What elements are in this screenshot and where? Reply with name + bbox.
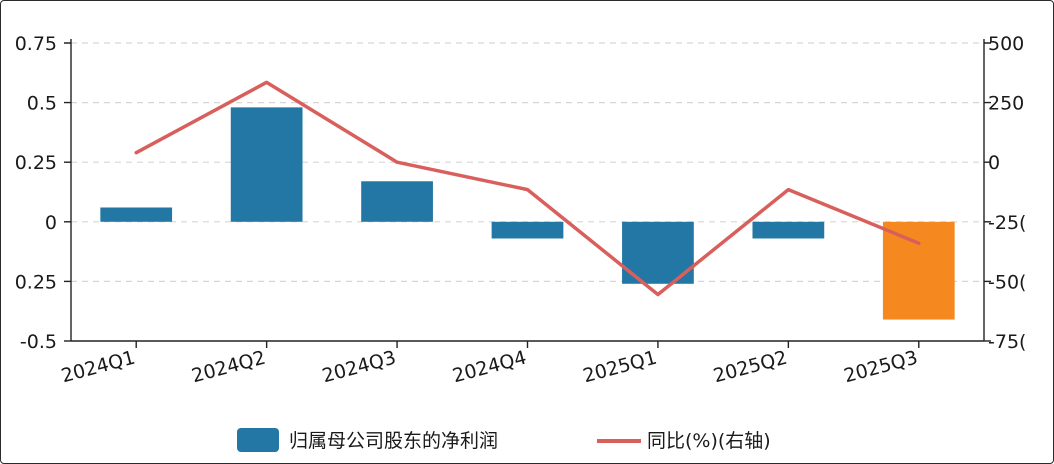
line-series [134,80,921,297]
legend-label-line: 同比(%)(右轴) [647,430,771,452]
right-tick-label: 500 [988,33,1024,55]
line-point [134,151,138,155]
left-tick-label: 0.25 [15,271,57,293]
left-tick-label: 0.75 [15,33,57,55]
left-tick-label: 0 [45,212,57,234]
x-tick-label: 2024Q1 [59,347,138,388]
line-point [265,80,269,84]
x-tick-label: 2024Q2 [189,347,268,388]
legend: 归属母公司股东的净利润 同比(%)(右轴) [237,428,771,452]
left-tick-label: 0.25 [15,152,57,174]
bar [882,221,955,320]
axes [64,39,991,348]
line-point [786,188,790,192]
x-tick-label: 2025Q1 [581,347,660,388]
x-tick-label: 2025Q2 [711,347,790,388]
legend-label-bar: 归属母公司股东的净利润 [289,430,498,452]
x-tick-label: 2025Q3 [842,347,921,388]
bar [230,107,303,222]
left-tick-label: -0.5 [20,331,57,353]
right-tick-label: 250 [988,93,1024,115]
left-tick-label: 0.5 [27,93,57,115]
bar [752,221,825,239]
gridlines [71,42,984,282]
line-point [395,160,399,164]
right-tick-label: -75( [988,331,1026,353]
line-point [526,188,529,192]
bar [100,207,173,222]
x-tick-label: 2024Q3 [320,347,399,388]
right-tick-label: -50( [988,271,1026,293]
right-tick-label: 0 [988,152,1000,174]
bar-series [100,107,955,320]
line-point [656,293,660,297]
legend-swatch-bar [237,428,279,452]
line-point [917,241,921,245]
bar [491,221,564,239]
right-tick-label: -25( [988,212,1026,234]
bar [361,181,433,222]
x-tick-label: 2024Q4 [450,347,529,388]
